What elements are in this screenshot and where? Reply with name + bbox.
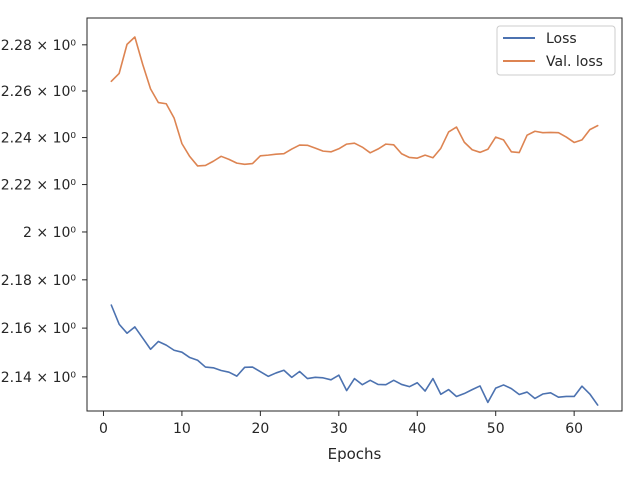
plot-area (86, 17, 623, 412)
x-tick-label: 30 (330, 421, 348, 437)
y-tick-label: 2.26 × 10⁰ (1, 84, 77, 100)
legend-label-val-loss: Val. loss (546, 54, 603, 70)
x-axis-ticks: 0 10 20 30 40 50 60 (99, 411, 583, 437)
series-line-loss (110, 304, 599, 406)
y-tick-label: 2.22 × 10⁰ (1, 178, 77, 194)
legend: Loss Val. loss (496, 25, 616, 76)
y-tick-label: 2.24 × 10⁰ (1, 131, 77, 147)
y-tick-label: 2 × 10⁰ (23, 225, 76, 241)
series-lines (110, 36, 599, 406)
x-tick-label: 60 (565, 421, 583, 437)
series-line-val-loss (110, 36, 599, 167)
x-axis-label: Epochs (328, 445, 382, 463)
x-tick-label: 50 (487, 421, 505, 437)
x-tick-label: 20 (251, 421, 269, 437)
legend-label-loss: Loss (546, 31, 577, 47)
y-tick-label: 2.18 × 10⁰ (1, 273, 77, 289)
y-axis-ticks: 2.14 × 10⁰ 2.16 × 10⁰ 2.18 × 10⁰ 2 × 10⁰ 2.2… (1, 38, 87, 386)
y-tick-label: 2.14 × 10⁰ (1, 370, 77, 386)
x-tick-label: 10 (173, 421, 191, 437)
y-tick-label: 2.28 × 10⁰ (1, 38, 77, 54)
y-tick-label: 2.16 × 10⁰ (1, 321, 77, 337)
x-tick-label: 0 (99, 421, 108, 437)
x-tick-label: 40 (408, 421, 426, 437)
